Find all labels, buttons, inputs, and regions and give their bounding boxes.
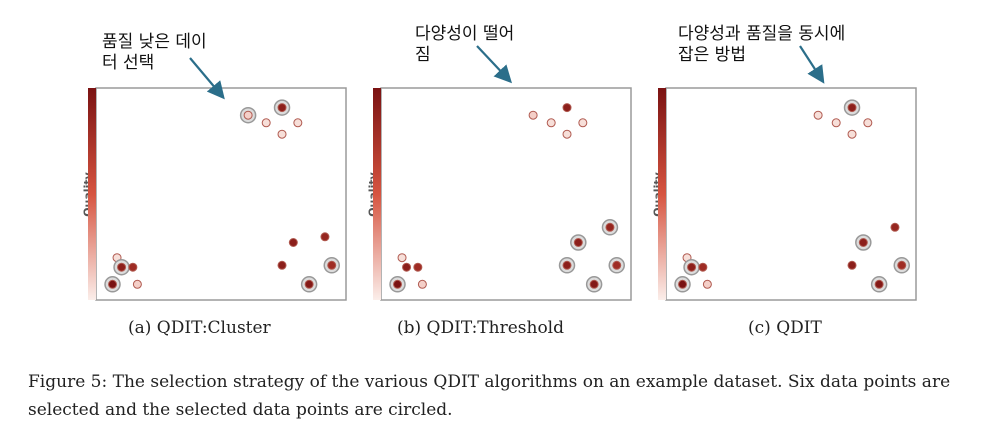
selected-data-point xyxy=(608,257,625,274)
data-point xyxy=(132,279,142,289)
selected-data-point xyxy=(389,276,406,293)
selected-data-point xyxy=(323,257,340,274)
subcaption-a: (a) QDIT:Cluster xyxy=(128,318,271,338)
annotation-b: 다양성이 떨어 짐 xyxy=(415,24,515,65)
annotation-arrow xyxy=(799,45,825,84)
data-point xyxy=(277,129,287,139)
figure-caption: Figure 5: The selection strategy of the … xyxy=(28,372,951,420)
data-point xyxy=(847,129,857,139)
plot-frame xyxy=(95,87,347,301)
data-point xyxy=(863,118,873,128)
panel-a: 품질 낮은 데이 터 선택 Quality (a) QDIT:Cluster xyxy=(80,0,380,350)
plot-frame xyxy=(380,87,632,301)
quality-colorbar xyxy=(658,88,666,300)
panel-b: 다양성이 떨어 짐 Quality (b) QDIT:Threshold xyxy=(365,0,665,350)
annotation-c: 다양성과 품질을 동시에 잡은 방법 xyxy=(678,24,846,65)
selected-data-point xyxy=(558,257,576,274)
scatter-plot-c xyxy=(658,45,917,301)
data-point xyxy=(546,118,556,128)
data-point xyxy=(528,110,538,120)
data-point xyxy=(413,262,423,272)
data-point xyxy=(847,260,857,270)
selected-data-point xyxy=(104,276,121,293)
data-point xyxy=(890,222,900,232)
selected-data-point xyxy=(843,99,861,116)
quality-colorbar xyxy=(373,88,381,300)
data-point xyxy=(813,110,823,120)
selected-data-point xyxy=(855,234,872,251)
selected-data-point xyxy=(683,258,700,276)
selected-data-point xyxy=(239,106,257,124)
data-point xyxy=(320,232,330,242)
data-point xyxy=(128,262,138,272)
annotation-a: 품질 낮은 데이 터 선택 xyxy=(102,32,207,73)
data-point xyxy=(277,260,287,270)
scatter-plot-a xyxy=(88,57,347,301)
annotation-arrow xyxy=(476,45,513,84)
subcaption-b: (b) QDIT:Threshold xyxy=(397,318,564,338)
selected-data-point xyxy=(893,257,910,274)
quality-colorbar xyxy=(88,88,96,300)
selected-data-point xyxy=(570,234,587,251)
selected-data-point xyxy=(674,276,691,293)
selected-data-point xyxy=(585,276,603,293)
data-point xyxy=(402,262,412,272)
annotation-arrow xyxy=(189,57,225,100)
selected-data-point xyxy=(601,219,619,236)
panel-c: 다양성과 품질을 동시에 잡은 방법 Quality (c) QDIT xyxy=(650,0,950,350)
selected-data-point xyxy=(300,276,318,293)
data-point xyxy=(397,253,407,263)
scatter-plot-b xyxy=(373,45,632,301)
data-point xyxy=(578,118,588,128)
data-point xyxy=(293,118,303,128)
data-point xyxy=(702,279,712,289)
subcaption-c: (c) QDIT xyxy=(748,318,822,338)
data-point xyxy=(417,279,427,289)
selected-data-point xyxy=(273,99,291,116)
data-point xyxy=(562,129,572,139)
selected-data-point xyxy=(113,258,130,276)
plot-frame xyxy=(665,87,917,301)
data-point xyxy=(562,103,572,113)
selected-data-point xyxy=(870,276,888,293)
data-point xyxy=(831,118,841,128)
data-point xyxy=(288,238,298,247)
data-point xyxy=(698,262,708,272)
data-point xyxy=(261,118,271,128)
